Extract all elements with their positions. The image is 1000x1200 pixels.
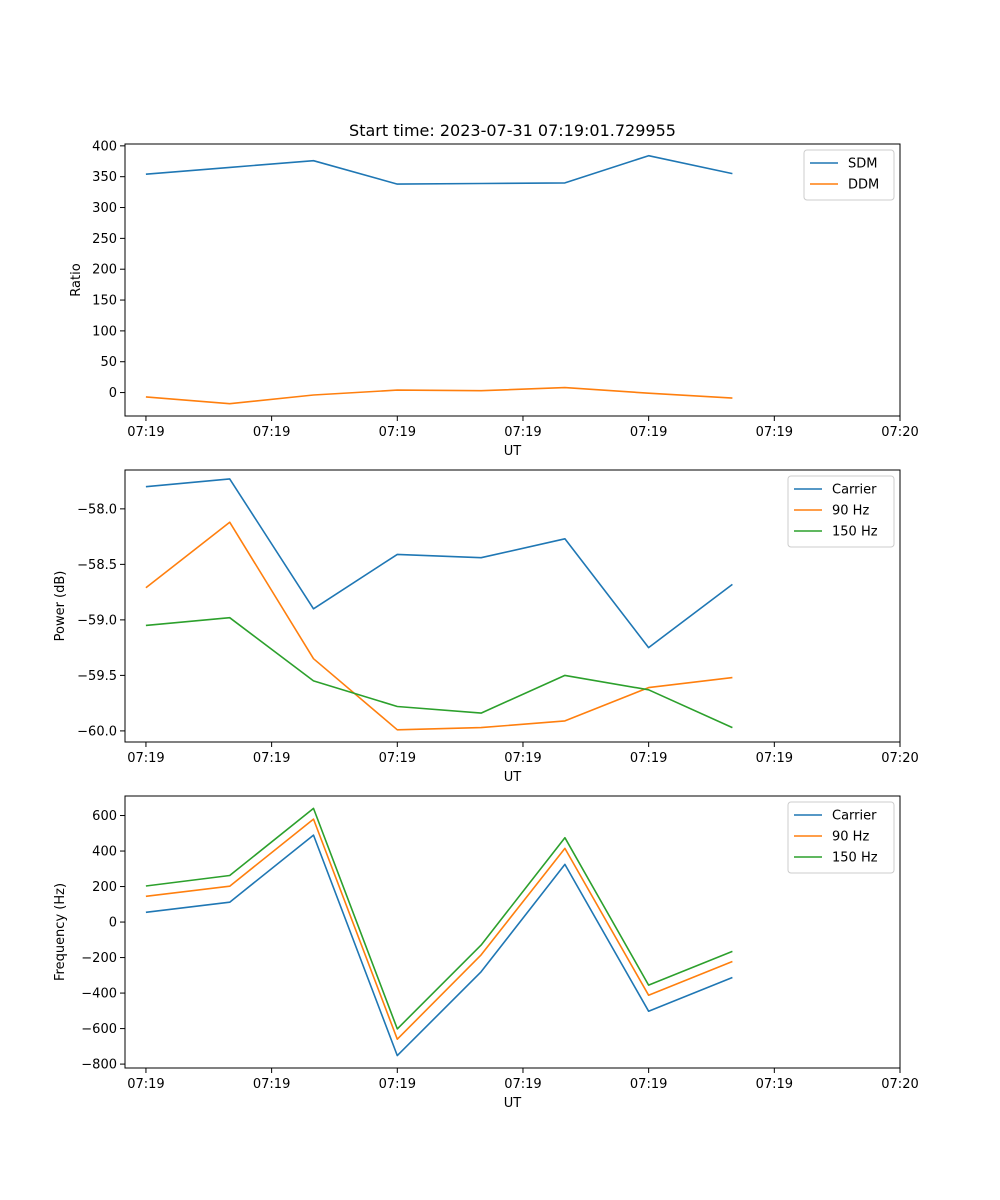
series-line-carrier [145,834,733,1057]
series-line-carrier [145,478,733,649]
x-tick-label: 07:20 [881,751,918,766]
legend: Carrier 90 Hz 150 Hz [787,475,895,548]
legend-entry: 150 Hz [832,525,878,540]
x-tick-label: 07:19 [127,425,164,440]
axes-frame [124,143,901,417]
y-tick-label: 100 [92,324,117,339]
x-axis-label: UT [504,1096,522,1111]
subplot-2: 07:19 07:19 07:19 07:19 07:19 07:19 07:20 −60.0… [53,469,919,785]
x-tick-label: 07:19 [630,751,667,766]
y-tick-label: −58.5 [77,558,117,573]
series-line-90-hz [145,818,733,1040]
legend-entry: DDM [848,178,879,193]
y-tick-label: 200 [92,880,117,895]
legend-box [787,475,895,548]
x-tick-label: 07:19 [504,425,541,440]
y-tick-label: −58.0 [77,502,117,517]
y-tick-label: 400 [92,139,117,154]
y-tick-label: 600 [92,809,117,824]
x-axis-label: UT [504,444,522,459]
y-tick-label: 250 [92,232,117,247]
x-axis-label: UT [504,770,522,785]
y-tick-label: −800 [81,1058,117,1073]
x-tick-label: 07:19 [127,751,164,766]
y-axis-label: Power (dB) [53,571,68,642]
series-line-150-hz [145,616,733,729]
x-tick-label: 07:19 [379,751,416,766]
x-tick-label: 07:20 [881,425,918,440]
x-tick-label: 07:20 [881,1077,918,1092]
axes-frame [124,795,901,1069]
y-tick-label: −59.0 [77,613,117,628]
y-tick-label: −59.5 [77,669,117,684]
legend: SDM DDM [803,149,895,201]
x-tick-label: 07:19 [253,425,290,440]
chart-title: Start time: 2023-07-31 07:19:01.729955 [349,121,676,140]
legend-entry: 90 Hz [832,830,869,845]
x-tick-label: 07:19 [127,1077,164,1092]
x-tick-label: 07:19 [630,1077,667,1092]
x-tick-label: 07:19 [756,751,793,766]
y-tick-label: 350 [92,170,117,185]
x-tick-label: 07:19 [253,1077,290,1092]
series-line-ddm [145,386,733,405]
x-tick-label: 07:19 [756,1077,793,1092]
y-tick-label: 300 [92,201,117,216]
y-tick-label: −600 [81,1022,117,1037]
legend-box [787,801,895,874]
series-line-90-hz [145,521,733,731]
y-tick-label: 0 [109,386,117,401]
y-axis-label: Frequency (Hz) [53,883,68,981]
y-tick-label: −60.0 [77,724,117,739]
legend-entry: Carrier [832,483,877,498]
plot-area [125,144,900,416]
y-tick-label: 50 [100,355,117,370]
series-line-sdm [145,154,733,185]
y-axis-label: Ratio [69,263,84,296]
legend: Carrier 90 Hz 150 Hz [787,801,895,874]
y-tick-label: −400 [81,987,117,1002]
y-tick-label: 400 [92,845,117,860]
legend-entry: 90 Hz [832,504,869,519]
x-tick-label: 07:19 [504,751,541,766]
y-tick-label: −200 [81,951,117,966]
y-tick-label: 200 [92,263,117,278]
x-tick-label: 07:19 [630,425,667,440]
x-tick-label: 07:19 [379,1077,416,1092]
x-tick-label: 07:19 [756,425,793,440]
legend-entry: Carrier [832,809,877,824]
subplot-3: 07:19 07:19 07:19 07:19 07:19 07:19 07:20 −800 −… [53,795,919,1111]
y-tick-label: 0 [109,916,117,931]
x-tick-label: 07:19 [379,425,416,440]
x-tick-label: 07:19 [253,751,290,766]
series-line-150-hz [145,807,733,1030]
y-tick-label: 150 [92,294,117,309]
legend-entry: SDM [848,157,877,172]
x-tick-label: 07:19 [504,1077,541,1092]
subplot-1: 07:19 07:19 07:19 07:19 07:19 07:19 07:20 0 50 10… [69,121,919,459]
legend-entry: 150 Hz [832,851,878,866]
axes-frame [124,469,901,743]
plot-area [125,470,900,742]
